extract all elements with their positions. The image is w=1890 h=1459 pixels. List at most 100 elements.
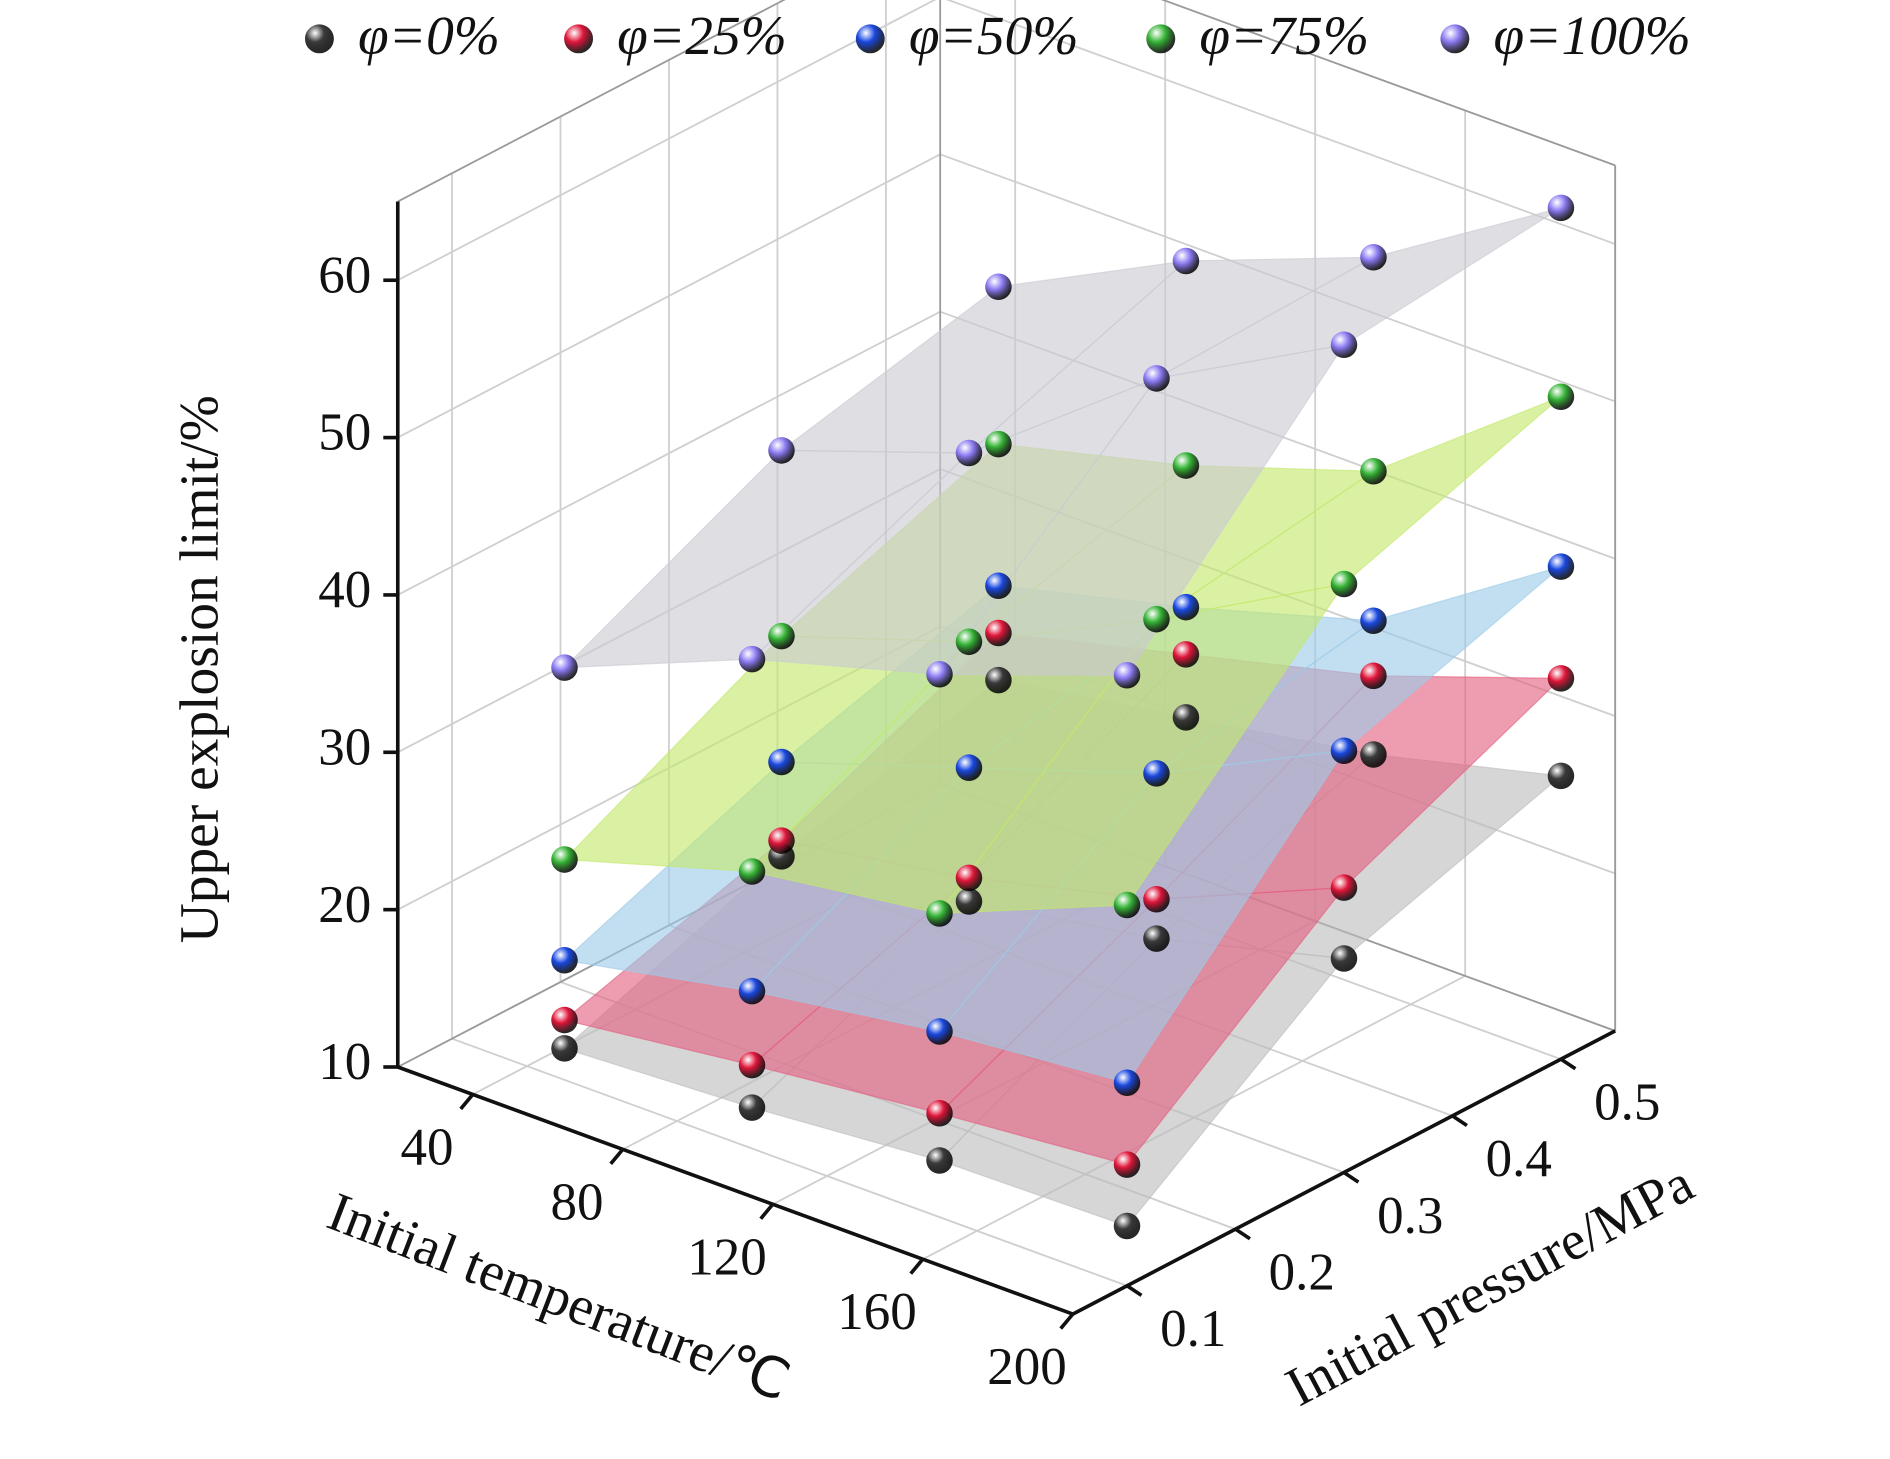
legend-label: φ=25% xyxy=(617,5,787,66)
data-point xyxy=(1113,1212,1141,1240)
data-point xyxy=(768,748,795,776)
y-tick-label: 0.1 xyxy=(1160,1300,1226,1358)
box-edge xyxy=(397,0,786,203)
data-point xyxy=(551,846,578,873)
z-tick-label: 40 xyxy=(318,561,371,619)
data-point xyxy=(551,654,578,681)
data-point xyxy=(955,754,983,781)
tick-mark xyxy=(1451,1114,1468,1127)
data-point xyxy=(738,1094,766,1121)
grid-line xyxy=(451,1037,1128,1287)
legend-marker xyxy=(855,24,885,54)
data-point xyxy=(926,1018,953,1045)
z-tick-label: 10 xyxy=(318,1033,371,1091)
legend-label: φ=0% xyxy=(358,5,500,66)
data-point xyxy=(1143,925,1170,952)
data-point xyxy=(768,437,795,464)
x-tick-label: 160 xyxy=(837,1283,917,1341)
y-tick-label: 0.4 xyxy=(1486,1130,1552,1188)
data-point xyxy=(738,858,766,885)
data-point xyxy=(1172,641,1200,668)
data-point xyxy=(985,572,1012,600)
data-point xyxy=(1143,886,1170,913)
data-point xyxy=(768,827,795,854)
data-point xyxy=(551,1035,578,1062)
data-point xyxy=(1113,891,1141,919)
data-point xyxy=(551,947,578,974)
data-point xyxy=(1360,741,1387,768)
x-tick-label: 80 xyxy=(550,1173,603,1231)
data-point xyxy=(1547,665,1575,692)
data-point xyxy=(1143,365,1170,392)
data-point xyxy=(1547,762,1575,790)
data-point xyxy=(1547,194,1575,222)
y-axis-label: Initial pressure/MPa xyxy=(1276,1152,1703,1418)
legend-marker xyxy=(564,24,594,54)
data-point xyxy=(1330,874,1358,901)
axis-line xyxy=(397,1065,1074,1316)
legend-marker xyxy=(1440,24,1470,54)
data-point xyxy=(985,430,1012,458)
z-tick-label: 60 xyxy=(318,246,371,304)
data-point xyxy=(1360,607,1387,635)
data-point xyxy=(926,900,953,927)
tick-mark xyxy=(1059,1312,1075,1330)
data-point xyxy=(985,273,1012,301)
data-point xyxy=(1143,760,1170,787)
legend-label: φ=75% xyxy=(1199,5,1369,66)
data-point xyxy=(1547,383,1575,410)
y-tick-label: 0.5 xyxy=(1594,1074,1660,1132)
z-axis-label: Upper explosion limit/% xyxy=(169,395,230,943)
tick-mark xyxy=(759,1203,775,1220)
z-tick-label: 30 xyxy=(318,718,371,776)
grid-line xyxy=(945,0,1616,245)
data-point xyxy=(1547,553,1575,580)
data-point xyxy=(1172,593,1200,621)
data-point xyxy=(1172,247,1200,275)
data-point xyxy=(955,864,983,892)
tick-mark xyxy=(1126,1284,1143,1297)
data-point xyxy=(738,977,766,1005)
data-point xyxy=(1113,1069,1141,1097)
data-point xyxy=(1330,570,1358,598)
data-point xyxy=(1172,704,1200,731)
points xyxy=(551,194,1575,1240)
y-tick-label: 0.2 xyxy=(1269,1244,1335,1302)
x-tick-label: 40 xyxy=(400,1118,453,1176)
tick-mark xyxy=(909,1258,925,1275)
legend-label: φ=100% xyxy=(1493,5,1690,66)
data-point xyxy=(1143,605,1170,633)
data-point xyxy=(1113,1151,1141,1178)
data-point xyxy=(551,1006,578,1034)
data-point xyxy=(738,1051,766,1079)
data-point xyxy=(1113,661,1141,689)
labels: 10 20 30 40 50 60 40 80 120 160 200 0.1 0.2 0.3 0.4 0.5… xyxy=(169,5,1703,1418)
data-point xyxy=(1360,243,1387,271)
tick-mark xyxy=(1559,1057,1577,1071)
data-point xyxy=(1330,945,1358,972)
data-point xyxy=(985,619,1012,647)
data-point xyxy=(926,1100,953,1127)
data-point xyxy=(985,666,1012,694)
legend-marker xyxy=(1146,24,1176,54)
data-point xyxy=(955,439,983,467)
tick-mark xyxy=(459,1093,475,1111)
x-tick-label: 120 xyxy=(687,1228,767,1286)
data-point xyxy=(768,622,795,650)
z-tick-label: 50 xyxy=(318,404,371,462)
data-point xyxy=(926,661,953,688)
box-edge xyxy=(1160,0,1616,167)
data-point xyxy=(955,628,983,656)
data-point xyxy=(1330,737,1358,765)
y-tick-label: 0.3 xyxy=(1377,1187,1443,1245)
legend-label: φ=50% xyxy=(909,5,1079,66)
surfaces xyxy=(562,207,1563,1227)
tick-mark xyxy=(1342,1170,1360,1184)
data-point xyxy=(1330,331,1358,359)
tick-mark xyxy=(609,1148,625,1165)
data-point xyxy=(738,645,766,673)
data-point xyxy=(1360,662,1387,690)
x-tick-label: 200 xyxy=(987,1338,1067,1396)
data-point xyxy=(1360,458,1387,485)
